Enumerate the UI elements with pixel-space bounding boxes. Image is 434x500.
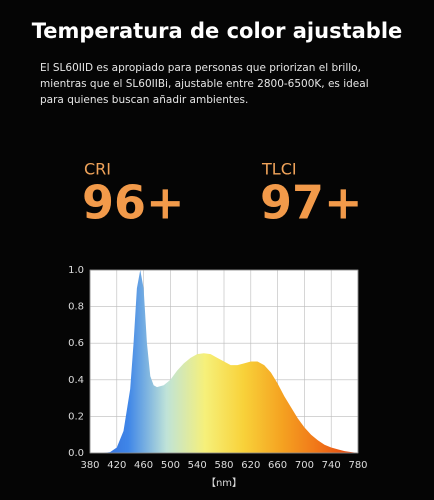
paragraph-line: para quienes buscan añadir ambientes. [40, 94, 248, 106]
chart: 0.0 0.2 0.4 0.6 0.8 1.0 380 420 460 500 540 580 620 6… [68, 265, 367, 489]
title: Temperatura de color ajustable [32, 19, 403, 43]
y-tick-label: 0.0 [68, 448, 84, 459]
x-tick-label: 700 [295, 460, 314, 471]
x-tick-label: 620 [241, 460, 260, 471]
x-tick-label: 500 [161, 460, 180, 471]
x-tick-label: 460 [134, 460, 153, 471]
x-tick-label: 580 [214, 460, 233, 471]
plot-border [89, 269, 359, 454]
x-axis-label: 【nm】 [206, 477, 242, 489]
x-tick-label: 780 [348, 460, 367, 471]
spectrum-area [90, 270, 358, 453]
x-tick-label: 380 [80, 460, 99, 471]
paragraph-line: mientras que el SL60IIBi, ajustable entr… [40, 78, 369, 90]
x-tick-label: 420 [107, 460, 126, 471]
paragraph-line: El SL60IID es apropiado para personas qu… [40, 62, 361, 74]
stat-value: 97+ [260, 176, 363, 230]
y-tick-label: 0.8 [68, 302, 84, 313]
y-tick-label: 1.0 [68, 265, 84, 276]
stat-label: CRI [84, 160, 111, 179]
y-tick-label: 0.2 [68, 411, 84, 422]
x-tick-label: 540 [188, 460, 207, 471]
stat-value: 96+ [82, 176, 185, 230]
x-tick-label: 740 [322, 460, 341, 471]
stat-label: TLCI [261, 160, 297, 179]
y-tick-label: 0.6 [68, 338, 84, 349]
y-tick-label: 0.4 [68, 375, 84, 386]
x-tick-label: 660 [268, 460, 287, 471]
